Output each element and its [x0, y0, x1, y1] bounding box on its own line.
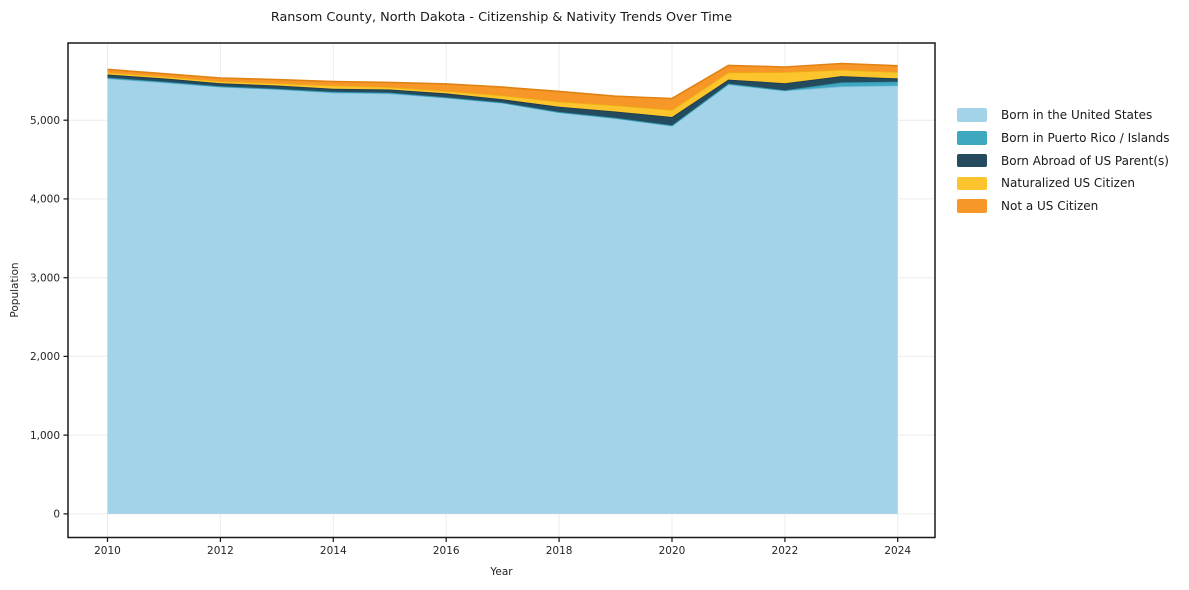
- legend-item: Born in Puerto Rico / Islands: [957, 131, 1170, 145]
- y-tick-label: 3,000: [30, 272, 60, 284]
- plot-frame: [67, 42, 936, 539]
- x-tick-label: 2016: [433, 545, 460, 557]
- x-tick-label: 2020: [659, 545, 686, 557]
- legend-swatch: [957, 108, 987, 122]
- x-tick-label: 2012: [207, 545, 234, 557]
- legend-item: Naturalized US Citizen: [957, 176, 1170, 190]
- x-axis-label: Year: [490, 566, 513, 578]
- legend-label: Naturalized US Citizen: [1001, 176, 1135, 191]
- area-band: [107, 69, 898, 117]
- y-tick-label: 1,000: [30, 430, 60, 442]
- area-band: [107, 78, 898, 514]
- legend-swatch: [957, 199, 987, 213]
- legend-item: Born in the United States: [957, 108, 1170, 122]
- legend-item: Not a US Citizen: [957, 199, 1170, 213]
- legend-label: Born in Puerto Rico / Islands: [1001, 130, 1170, 145]
- x-tick-label: 2014: [320, 545, 347, 557]
- legend-label: Born in the United States: [1001, 108, 1153, 122]
- legend-swatch: [957, 153, 987, 168]
- legend-swatch: [957, 176, 987, 191]
- x-tick-label: 2024: [884, 545, 911, 557]
- y-tick-label: 4,000: [30, 194, 60, 206]
- legend-swatch: [957, 131, 987, 145]
- y-tick-label: 5,000: [30, 115, 60, 127]
- legend-item: Born Abroad of US Parent(s): [957, 154, 1170, 168]
- x-tick-label: 2022: [772, 545, 799, 557]
- chart-title: Ransom County, North Dakota - Citizenshi…: [270, 10, 733, 25]
- y-tick-label: 2,000: [30, 351, 60, 363]
- legend-label: Not a US Citizen: [1001, 199, 1099, 214]
- legend-label: Born Abroad of US Parent(s): [1001, 153, 1169, 168]
- x-tick-label: 2010: [94, 545, 121, 557]
- legend: Born in the United States Born in Puerto …: [957, 108, 1170, 222]
- y-axis-label: Population: [9, 262, 21, 318]
- area-band-edge: [107, 62, 898, 100]
- area-band: [107, 63, 898, 110]
- y-tick-label: 0: [53, 509, 60, 521]
- x-tick-label: 2018: [546, 545, 573, 557]
